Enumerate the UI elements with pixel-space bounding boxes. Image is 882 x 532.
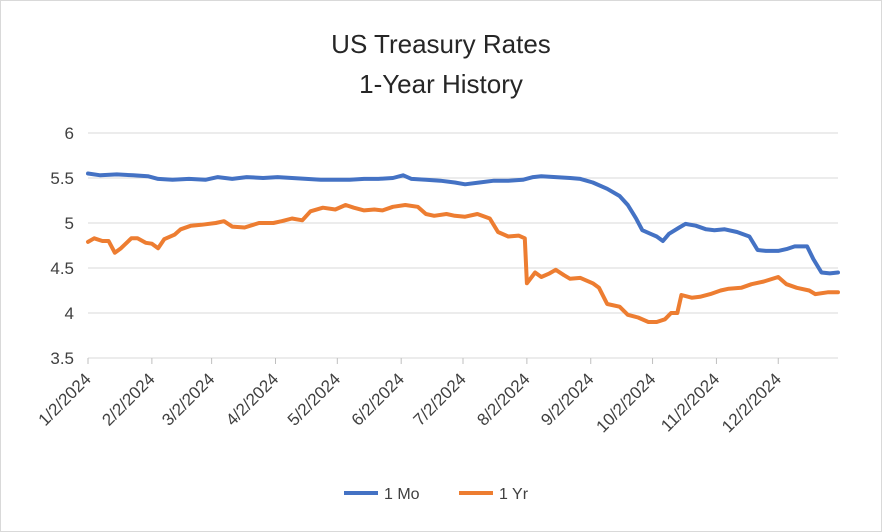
y-tick-label: 5.5 bbox=[50, 169, 74, 188]
x-tick-label: 6/2/2024 bbox=[348, 369, 408, 429]
y-tick-label: 6 bbox=[65, 124, 74, 143]
x-tick-label: 4/2/2024 bbox=[222, 369, 282, 429]
y-tick-label: 3.5 bbox=[50, 349, 74, 368]
x-tick-label: 2/2/2024 bbox=[98, 369, 158, 429]
series-line-1-mo bbox=[86, 171, 840, 276]
y-axis-ticks: 6 5.5 5 4.5 4 3.5 bbox=[50, 124, 74, 368]
x-tick-label: 11/2/2024 bbox=[657, 369, 723, 435]
x-tick-label: 7/2/2024 bbox=[410, 369, 470, 429]
y-tick-label: 4 bbox=[65, 304, 74, 323]
chart-title-line-1: US Treasury Rates bbox=[331, 29, 551, 59]
y-tick-label: 5 bbox=[65, 214, 74, 233]
legend-label: 1 Mo bbox=[384, 486, 420, 503]
legend: 1 Mo 1 Yr bbox=[344, 486, 529, 503]
chart-title-line-2: 1-Year History bbox=[359, 69, 523, 99]
x-axis: 1/2/2024 2/2/2024 3/2/2024 4/2/2024 5/2/2024… bbox=[35, 357, 838, 436]
x-tick-label: 8/2/2024 bbox=[473, 369, 533, 429]
legend-label: 1 Yr bbox=[499, 486, 529, 503]
x-tick-label: 5/2/2024 bbox=[284, 369, 344, 429]
series-lines bbox=[86, 171, 840, 324]
series-line-1-yr bbox=[86, 203, 840, 324]
x-tick-label: 1/2/2024 bbox=[35, 369, 95, 429]
x-tick-label: 3/2/2024 bbox=[158, 369, 218, 429]
x-tick-label: 10/2/2024 bbox=[592, 369, 659, 436]
x-tick-label: 12/2/2024 bbox=[718, 369, 785, 436]
x-tick-label: 9/2/2024 bbox=[537, 369, 597, 429]
gridlines bbox=[88, 132, 838, 359]
y-tick-label: 4.5 bbox=[50, 259, 74, 278]
